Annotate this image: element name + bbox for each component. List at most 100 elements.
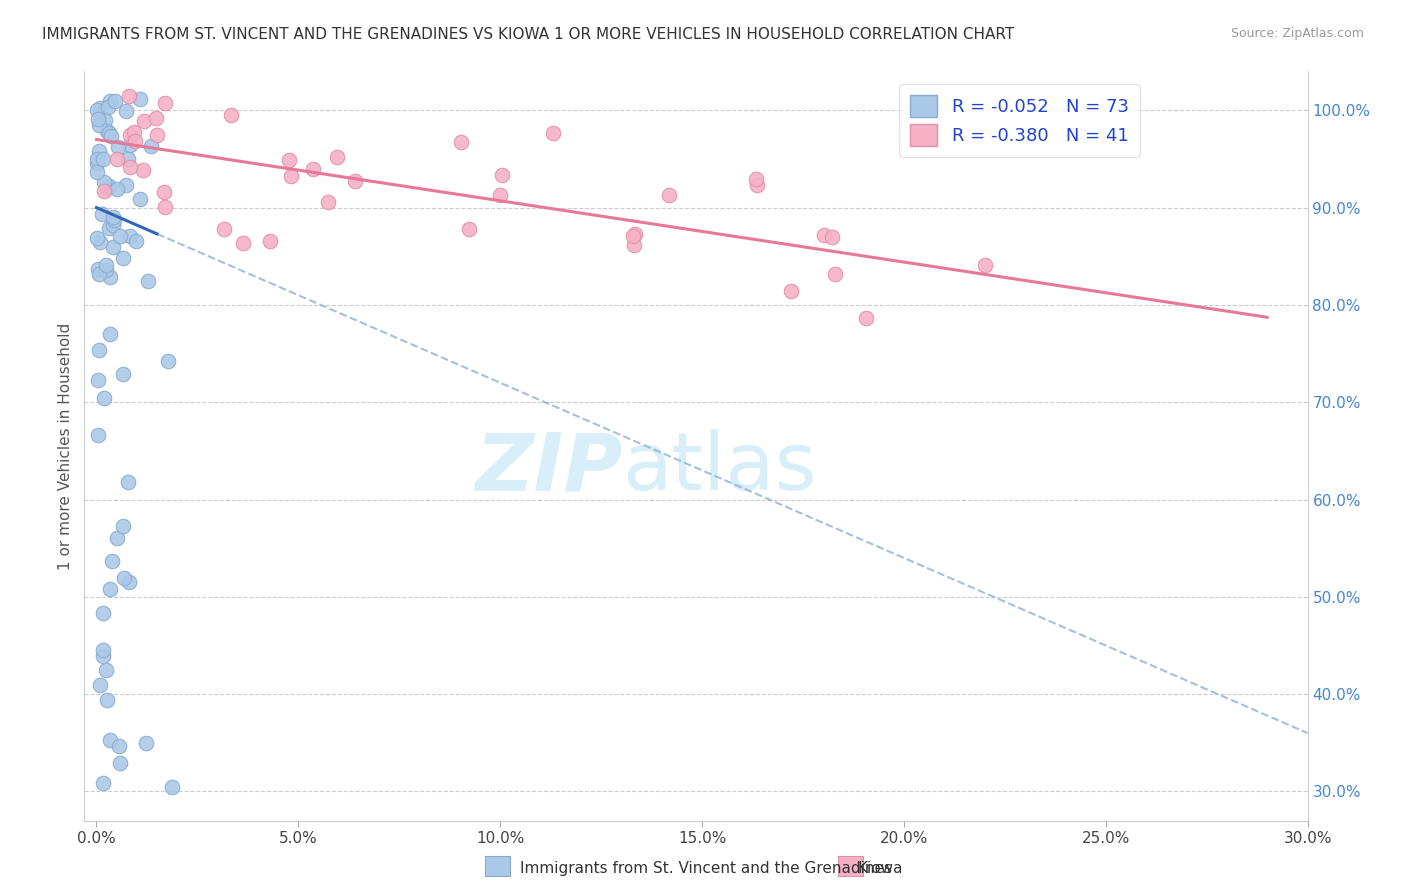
Point <box>94 112 117 127</box>
Point <box>89 118 111 132</box>
Point <box>98 221 121 235</box>
Point <box>343 174 366 188</box>
Point <box>108 739 131 753</box>
Point <box>219 108 242 122</box>
Y-axis label: 1 or more Vehicles in Household: 1 or more Vehicles in Household <box>58 322 73 570</box>
Point <box>745 172 768 186</box>
Point <box>97 126 120 140</box>
Point <box>93 642 115 657</box>
Point <box>624 227 647 241</box>
Point <box>91 776 114 790</box>
Point <box>747 178 769 193</box>
Legend: R = -0.052   N = 73, R = -0.380   N = 41: R = -0.052 N = 73, R = -0.380 N = 41 <box>900 84 1139 157</box>
Point <box>122 125 145 139</box>
Point <box>779 285 801 299</box>
Point <box>153 96 176 111</box>
Point <box>91 152 114 166</box>
Point <box>86 153 108 167</box>
Point <box>135 736 157 750</box>
Point <box>96 181 118 195</box>
Point <box>96 693 118 707</box>
Point <box>101 218 124 232</box>
Point <box>98 732 121 747</box>
Point <box>146 128 169 142</box>
Point <box>541 126 564 140</box>
Point <box>280 169 302 183</box>
Point <box>87 145 110 159</box>
Point <box>450 135 472 149</box>
Point <box>87 428 110 442</box>
Point <box>105 182 128 196</box>
Point <box>117 475 139 489</box>
Point <box>108 756 131 770</box>
Point <box>813 228 835 243</box>
Point <box>112 571 135 585</box>
Point <box>97 100 120 114</box>
Point <box>98 178 121 193</box>
Point <box>160 780 183 794</box>
Point <box>89 678 111 692</box>
Point <box>96 124 118 138</box>
Point <box>457 221 479 235</box>
Point <box>489 188 512 202</box>
Point <box>112 367 135 381</box>
Point <box>103 95 125 109</box>
Point <box>94 258 117 272</box>
Point <box>114 103 136 118</box>
Point <box>491 168 513 182</box>
Point <box>87 267 110 281</box>
Point <box>86 231 108 245</box>
Point <box>118 160 141 174</box>
Point <box>278 153 301 167</box>
Point <box>855 310 877 325</box>
Point <box>89 101 111 115</box>
Point <box>100 128 122 143</box>
Point <box>145 111 167 125</box>
Point <box>232 235 254 250</box>
Point <box>86 156 108 170</box>
Text: atlas: atlas <box>623 429 817 508</box>
Point <box>94 664 117 678</box>
Point <box>112 519 135 533</box>
Point <box>824 268 846 282</box>
Point <box>118 88 141 103</box>
Point <box>105 531 128 545</box>
Point <box>821 229 844 244</box>
Point <box>129 192 152 206</box>
Point <box>93 392 115 406</box>
Point <box>87 261 110 276</box>
Point <box>136 275 159 289</box>
Point <box>114 178 136 192</box>
Point <box>214 222 236 236</box>
Point <box>86 165 108 179</box>
Point <box>91 207 114 221</box>
Point <box>155 200 177 214</box>
Point <box>621 228 644 243</box>
Point <box>103 240 125 254</box>
Point <box>101 554 124 568</box>
Point <box>316 194 339 209</box>
Point <box>118 575 141 590</box>
Point <box>87 343 110 357</box>
Point <box>93 175 115 189</box>
Point <box>623 238 645 252</box>
Point <box>103 210 125 224</box>
Point <box>124 134 146 148</box>
Text: IMMIGRANTS FROM ST. VINCENT AND THE GRENADINES VS KIOWA 1 OR MORE VEHICLES IN HO: IMMIGRANTS FROM ST. VINCENT AND THE GREN… <box>42 27 1015 42</box>
Point <box>112 251 135 265</box>
Point <box>118 128 141 142</box>
Point <box>108 229 131 244</box>
Point <box>94 263 117 277</box>
Point <box>96 180 118 194</box>
Text: Source: ZipAtlas.com: Source: ZipAtlas.com <box>1230 27 1364 40</box>
Point <box>120 229 142 244</box>
Text: ZIP: ZIP <box>475 429 623 508</box>
Point <box>125 235 148 249</box>
Point <box>658 188 681 202</box>
Point <box>98 582 121 596</box>
Point <box>128 92 150 106</box>
Point <box>259 234 281 248</box>
Point <box>91 606 114 620</box>
Point <box>120 138 142 153</box>
Point <box>157 354 180 368</box>
